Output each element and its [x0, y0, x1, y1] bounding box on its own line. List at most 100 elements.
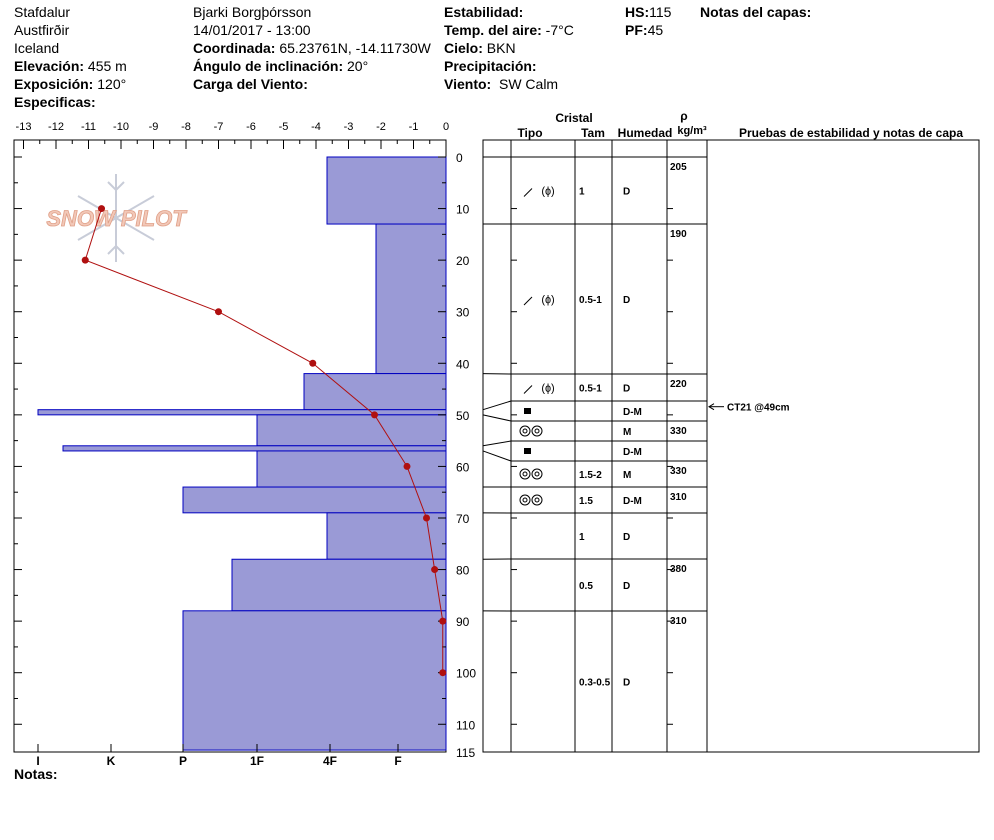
elevation-label: Elevación:	[14, 58, 85, 74]
slope-label: Ángulo de inclinación:	[193, 58, 344, 74]
precip-label: Precipitación:	[444, 58, 537, 74]
aspect-label: Exposición:	[14, 76, 94, 92]
faceted-crystal-icon	[524, 448, 531, 454]
specifics-row: Especificas:	[14, 93, 96, 111]
temperature-point	[371, 411, 378, 419]
precip-particle-icon	[523, 296, 533, 306]
temp-tick-label: -6	[246, 121, 256, 133]
temperature-point	[403, 462, 411, 470]
sky-label: Cielo:	[444, 40, 483, 56]
melt-form-icon	[519, 425, 531, 437]
hardness-bar	[182, 610, 447, 751]
aspect-row: Exposición: 120°	[14, 75, 126, 93]
wind-row: Viento: SW Calm	[444, 75, 558, 93]
hardness-tick-label: 4F	[323, 754, 337, 768]
temp-tick-label: -12	[48, 121, 64, 133]
melt-form-icon	[531, 425, 543, 437]
snowpilot-watermark: SNOW PILOT	[46, 174, 188, 262]
melt-form-icon	[534, 471, 540, 477]
temperature-point	[423, 514, 430, 522]
density-unit-header: kg/m³	[677, 125, 707, 137]
faceted-crystal-icon	[524, 408, 531, 414]
depth-tick-label: 110	[456, 718, 475, 732]
specifics-label: Especificas:	[14, 94, 96, 110]
depth-tick-label: 80	[456, 564, 470, 578]
crystal-header: Cristal	[555, 111, 592, 125]
layer-size: 1	[579, 532, 585, 543]
layer-moisture: D	[623, 678, 630, 689]
melt-form-icon	[519, 494, 531, 506]
airtemp-value: -7°C	[545, 22, 574, 38]
layer-density: 310	[670, 616, 687, 627]
test-arrow-icon	[708, 403, 715, 411]
melt-form-icon	[522, 471, 528, 477]
temp-tick-label: -1	[409, 121, 419, 133]
melt-form-icon	[534, 428, 540, 434]
layer-moisture: D	[623, 187, 630, 198]
airtemp-label: Temp. del aire:	[444, 22, 542, 38]
temperature-point	[81, 256, 89, 264]
crystal-type-text: (ɸ)	[541, 294, 554, 306]
depth-tick-label: 50	[456, 409, 470, 423]
melt-form-icon	[531, 468, 543, 480]
layer-size: 0.5	[579, 581, 593, 592]
layer-size: 1.5-2	[579, 470, 602, 481]
pf-value: 45	[647, 22, 664, 38]
temperature-point	[439, 669, 447, 677]
coordinate-row: Coordinada: 65.23761N, -14.11730W	[193, 39, 431, 57]
aspect-value: 120°	[97, 76, 127, 92]
melt-form-icon	[534, 497, 540, 503]
layer-density: 380	[670, 564, 687, 575]
layer-connector	[482, 400, 512, 411]
coordinate-value: 65.23761N, -14.11730W	[279, 40, 431, 56]
sky-row: Cielo: BKN	[444, 39, 516, 57]
wind-label: Viento:	[444, 76, 492, 92]
layer-size: 1	[579, 187, 585, 198]
location-name: Stafdalur	[14, 4, 71, 20]
stability-row: Estabilidad:	[444, 3, 523, 21]
hs-row: HS:115	[625, 3, 671, 21]
snowflake-icon	[77, 174, 155, 262]
temperature-point	[439, 617, 447, 625]
layer-connector	[482, 440, 512, 447]
depth-tick-label: 60	[456, 460, 470, 474]
temp-tick-label: -7	[214, 121, 224, 133]
rho-header: ρ	[680, 109, 687, 123]
windload-label: Carga del Viento:	[193, 76, 308, 92]
hardness-tick-label: 1F	[250, 754, 264, 768]
temp-tick-label: -4	[311, 121, 321, 133]
depth-tick-label: 20	[456, 254, 470, 268]
layer-notes-row: Notas del capas:	[700, 3, 811, 21]
temp-tick-label: 0	[443, 121, 449, 133]
precip-particle-icon	[523, 188, 533, 197]
obs-datetime: 14/01/2017 - 13:00	[193, 22, 311, 38]
moisture-header: Humedad	[618, 126, 673, 140]
hs-value: 115	[649, 4, 672, 20]
layer-notes-label: Notas del capas:	[700, 4, 812, 20]
layer-density: 330	[670, 426, 687, 437]
hs-label: HS:	[625, 4, 650, 20]
layer-density: 205	[670, 162, 687, 173]
depth-tick-label: 90	[456, 615, 470, 629]
temp-tick-label: -11	[81, 121, 96, 133]
depth-tick-label: 30	[456, 306, 470, 320]
layer-size: 1.5	[579, 496, 593, 507]
layer-density: 310	[670, 492, 687, 503]
crystal-type-text: (ɸ)	[541, 383, 554, 395]
coordinate-label: Coordinada:	[193, 40, 276, 56]
layer-density: 330	[670, 466, 687, 477]
melt-form-icon	[522, 497, 528, 503]
temp-tick-label: -5	[279, 121, 289, 133]
temperature-point	[215, 308, 222, 316]
layer-connector	[482, 414, 512, 422]
layer-density: 220	[670, 379, 687, 390]
temp-tick-label: -10	[113, 121, 129, 133]
layer-moisture: D	[623, 532, 630, 543]
hardness-bar	[256, 414, 447, 447]
stability-test-label: CT21 @49cm	[727, 403, 790, 414]
temp-tick-label: -3	[344, 121, 354, 133]
temp-tick-label: -8	[181, 121, 191, 133]
depth-tick-label: 0	[456, 151, 463, 165]
melt-form-icon	[531, 494, 543, 506]
airtemp-row: Temp. del aire: -7°C	[444, 21, 574, 39]
